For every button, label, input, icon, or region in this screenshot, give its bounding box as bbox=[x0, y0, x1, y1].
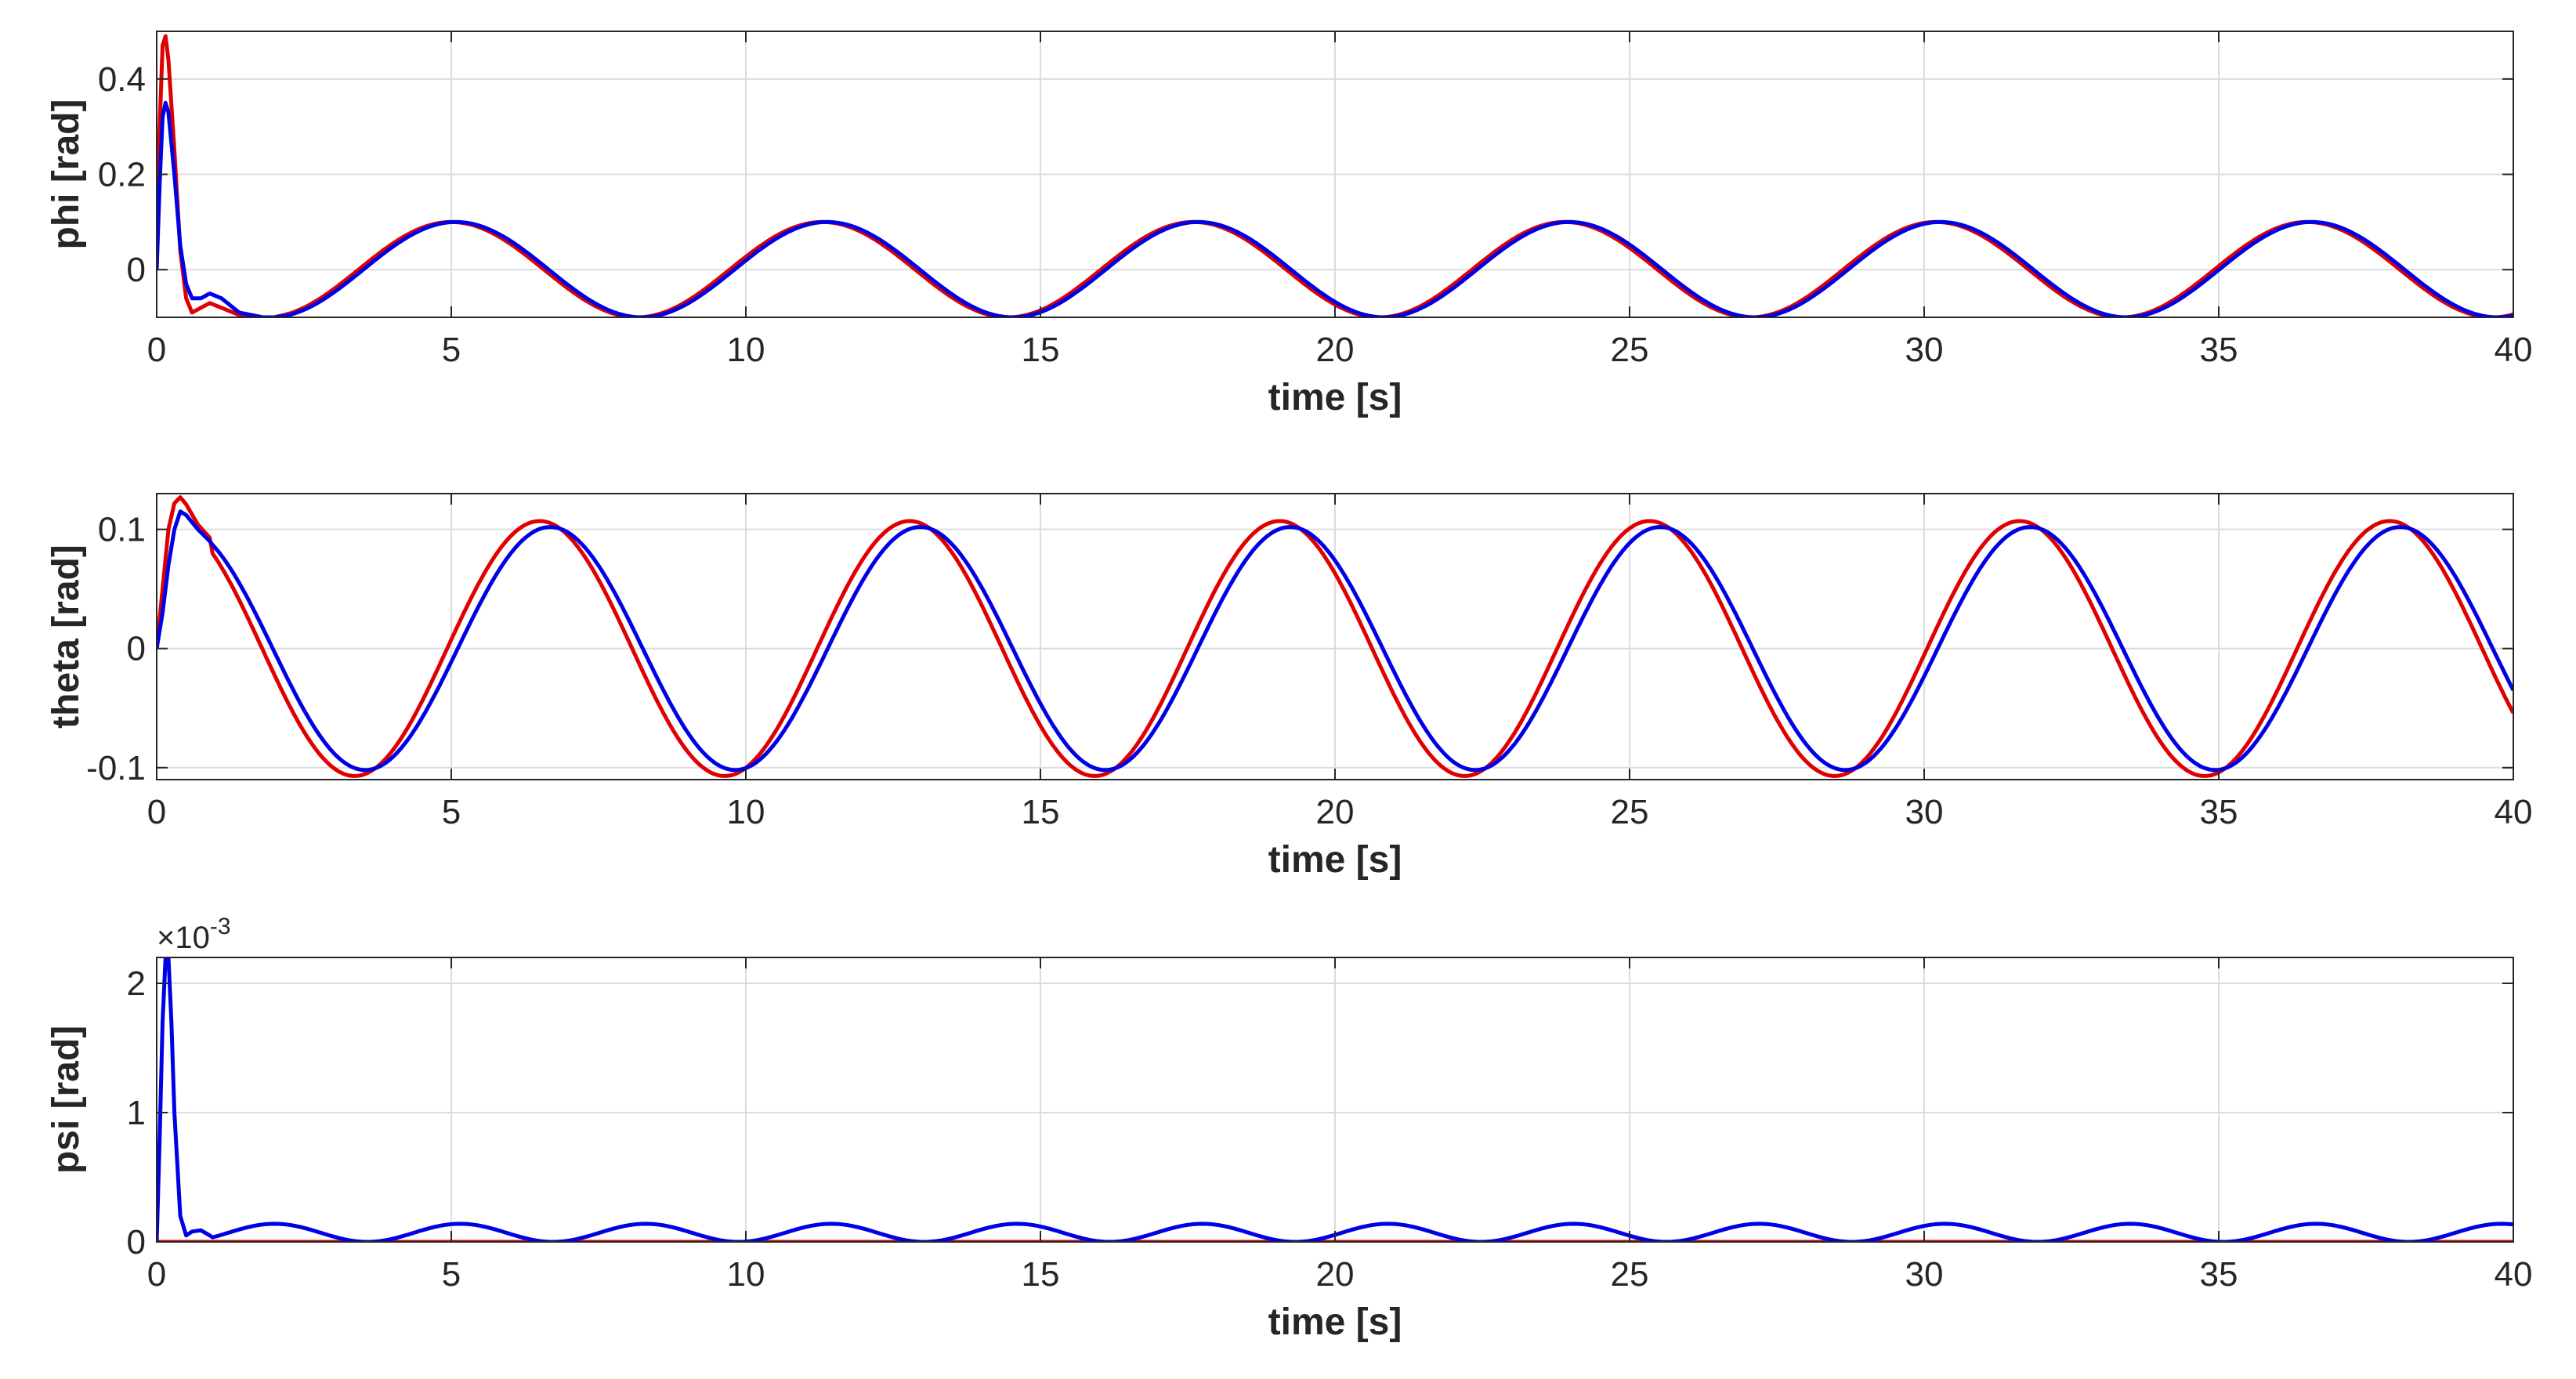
psi-x-tick-label: 25 bbox=[1611, 1255, 1649, 1294]
theta-x-tick-label: 0 bbox=[147, 793, 166, 831]
phi-y-tick-label: 0.4 bbox=[98, 60, 146, 99]
theta-subplot: 0 5 10 15 20 25 30 35 40-0.100.1 time [s] theta … bbox=[45, 493, 2533, 881]
psi-x-tick-label: 0 bbox=[147, 1255, 166, 1294]
psi-series-blue bbox=[157, 957, 2513, 1242]
psi-x-tick-label: 40 bbox=[2495, 1255, 2533, 1294]
theta-x-tick-label: 30 bbox=[1905, 793, 1944, 831]
theta-x-axis-label: time [s] bbox=[1268, 839, 1402, 881]
phi-x-tick-label: 10 bbox=[727, 331, 765, 369]
phi-x-tick-label: 20 bbox=[1316, 331, 1355, 369]
theta-x-tick-label: 5 bbox=[442, 793, 461, 831]
psi-subplot: 0 5 10 15 20 25 30 35 40 0 1 2 time [s] psi [rad] ×… bbox=[45, 914, 2532, 1343]
psi-exponent-base: ×10 bbox=[157, 921, 210, 955]
psi-x-tick-label: 20 bbox=[1316, 1255, 1355, 1294]
phi-y-tick-label: 0.2 bbox=[98, 156, 146, 194]
phi-x-tick-label: 25 bbox=[1611, 331, 1649, 369]
psi-x-tick-label: 15 bbox=[1022, 1255, 1060, 1294]
phi-x-tick-label: 30 bbox=[1905, 331, 1944, 369]
psi-x-axis-label: time [s] bbox=[1268, 1301, 1402, 1343]
theta-series-red bbox=[157, 495, 2513, 778]
theta-x-tick-label: 10 bbox=[727, 793, 765, 831]
phi-x-tick-label: 35 bbox=[2200, 331, 2238, 369]
theta-y-tick-label: -0.1 bbox=[86, 749, 146, 787]
psi-x-tick-label: 30 bbox=[1905, 1255, 1944, 1294]
psi-y-tick-label: 0 bbox=[127, 1223, 146, 1261]
phi-x-axis-label: time [s] bbox=[1268, 377, 1402, 418]
theta-x-tick-label: 20 bbox=[1316, 793, 1355, 831]
phi-x-tick-label: 15 bbox=[1022, 331, 1060, 369]
phi-y-axis-label: phi [rad] bbox=[45, 100, 87, 250]
phi-x-tick-label: 5 bbox=[442, 331, 461, 369]
phi-y-tick-label: 0 bbox=[127, 251, 146, 289]
phi-x-tick-label: 40 bbox=[2495, 331, 2533, 369]
theta-y-axis-label: theta [rad] bbox=[45, 545, 87, 729]
theta-y-tick-label: 0 bbox=[127, 630, 146, 668]
psi-x-tick-label: 10 bbox=[727, 1255, 765, 1294]
psi-y-axis-label: psi [rad] bbox=[45, 1026, 87, 1174]
phi-subplot: 0 5 10 15 20 25 30 35 40 0 0.2 0.4 time [s] phi [ra… bbox=[45, 31, 2532, 418]
psi-y-tick-label: 1 bbox=[127, 1094, 146, 1132]
psi-x-tick-label: 5 bbox=[442, 1255, 461, 1294]
theta-x-tick-label: 15 bbox=[1022, 793, 1060, 831]
psi-y-tick-label: 2 bbox=[127, 965, 146, 1003]
theta-series-blue bbox=[157, 509, 2513, 773]
theta-x-tick-label: 35 bbox=[2200, 793, 2238, 831]
theta-x-tick-label: 25 bbox=[1611, 793, 1649, 831]
psi-exponent-power: -3 bbox=[210, 914, 231, 939]
psi-x-tick-label: 35 bbox=[2200, 1255, 2238, 1294]
theta-y-tick-label: 0.1 bbox=[98, 511, 146, 549]
theta-x-tick-label: 40 bbox=[2495, 793, 2533, 831]
psi-exponent-label: ×10-3 bbox=[157, 914, 231, 955]
phi-x-tick-label: 0 bbox=[147, 331, 166, 369]
